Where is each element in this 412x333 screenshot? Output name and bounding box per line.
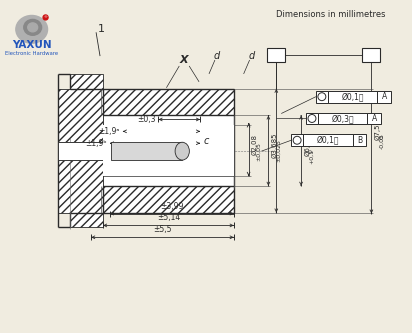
Bar [267, 48, 285, 62]
Bar [70, 74, 103, 89]
Bar [303, 134, 353, 146]
Ellipse shape [16, 15, 47, 43]
Text: Ø0,3Ⓜ: Ø0,3Ⓜ [331, 114, 354, 123]
Bar [353, 134, 366, 146]
Text: c: c [203, 136, 209, 146]
Bar [70, 212, 103, 227]
Text: ±0,025: ±0,025 [276, 139, 281, 162]
Text: B: B [357, 136, 362, 145]
Ellipse shape [175, 142, 190, 160]
Bar [103, 116, 234, 186]
Text: Ø6,3: Ø6,3 [304, 140, 310, 156]
Text: 0: 0 [379, 136, 384, 139]
Bar [316, 91, 328, 103]
Bar [59, 160, 103, 212]
Text: 1: 1 [98, 24, 105, 34]
Text: Ø0,1Ⓜ: Ø0,1Ⓜ [316, 136, 339, 145]
Text: ±0,05: ±0,05 [257, 142, 262, 161]
Text: d: d [214, 51, 220, 61]
Ellipse shape [28, 23, 37, 32]
Text: ±1,9ᵇ: ±1,9ᵇ [85, 139, 107, 148]
Text: Ø0,1Ⓜ: Ø0,1Ⓜ [341, 92, 364, 101]
Text: 0: 0 [309, 149, 314, 153]
Text: Dimensions in millimetres: Dimensions in millimetres [276, 10, 386, 19]
Text: X: X [180, 55, 189, 65]
Text: +0,1: +0,1 [309, 149, 314, 164]
Bar [59, 142, 103, 160]
Text: YAXUN: YAXUN [12, 40, 52, 50]
Text: A: A [368, 51, 375, 60]
Circle shape [308, 115, 316, 123]
Circle shape [43, 15, 48, 20]
Text: ®: ® [44, 15, 47, 19]
Text: ±3,99: ±3,99 [160, 201, 183, 210]
Circle shape [293, 136, 301, 144]
Text: A: A [382, 92, 387, 101]
Bar [103, 186, 234, 212]
Bar [103, 89, 234, 116]
Text: d: d [248, 51, 255, 61]
Bar [328, 91, 377, 103]
Text: Ø3,685: Ø3,685 [272, 133, 278, 159]
Bar [306, 113, 318, 125]
Text: ±1,9ᵃ: ±1,9ᵃ [98, 127, 120, 136]
Bar [318, 113, 368, 125]
Text: ±5,5: ±5,5 [153, 225, 172, 234]
Bar [291, 134, 303, 146]
Ellipse shape [24, 19, 42, 35]
Bar [363, 48, 380, 62]
Text: Ø2,08: Ø2,08 [252, 134, 258, 155]
Bar [111, 142, 182, 160]
Text: ±0,3: ±0,3 [137, 115, 155, 124]
Text: Electronic Hardware: Electronic Hardware [5, 51, 58, 56]
Bar [59, 89, 103, 142]
Text: B: B [273, 51, 279, 60]
Bar [103, 126, 234, 176]
Text: A: A [372, 114, 377, 123]
Text: ±5,14: ±5,14 [157, 213, 180, 222]
Text: -0,05: -0,05 [379, 133, 384, 149]
Text: Ø7,5: Ø7,5 [375, 123, 381, 140]
Circle shape [318, 93, 326, 101]
Bar [368, 113, 381, 125]
Bar [377, 91, 391, 103]
